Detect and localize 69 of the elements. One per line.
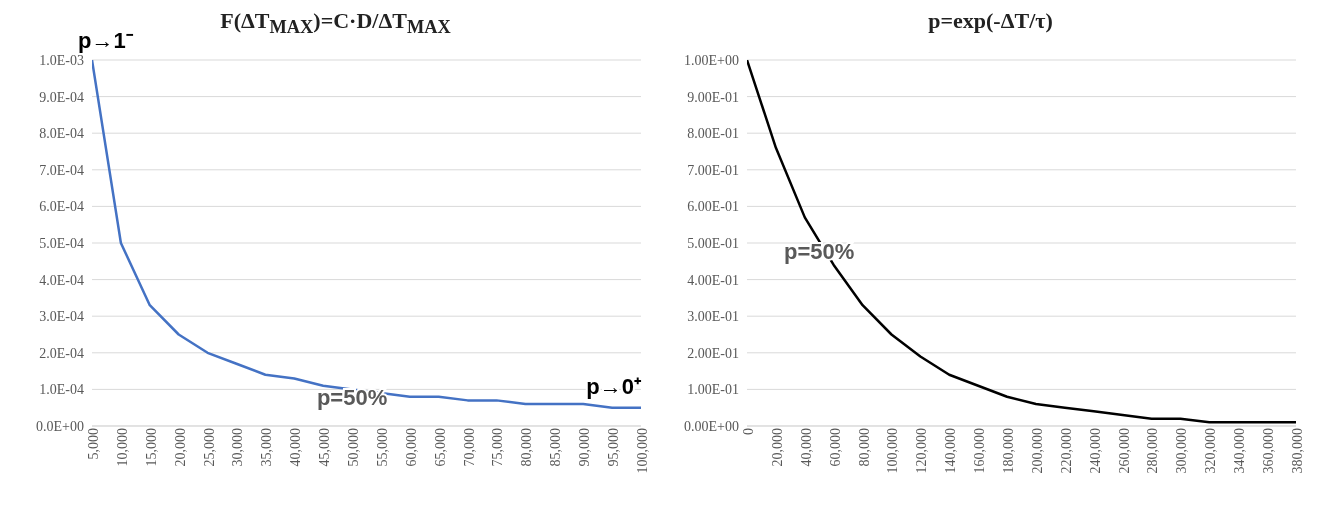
x-tick-label: 120,000 [914, 428, 930, 474]
x-tick-label: 340,000 [1232, 428, 1248, 474]
annotation: p→0⁺ [586, 373, 642, 399]
x-tick-label: 240,000 [1087, 428, 1103, 474]
x-tick-label: 380,000 [1289, 428, 1305, 474]
y-tick-label: 9.0E-04 [39, 89, 84, 105]
x-tick-label: 30,000 [230, 428, 246, 467]
x-tick-label: 85,000 [548, 428, 564, 467]
x-tick-label: 300,000 [1174, 428, 1190, 474]
y-tick-label: 8.00E-01 [687, 126, 739, 142]
y-tick-label: 2.0E-04 [39, 345, 84, 361]
x-tick-label: 70,000 [461, 428, 477, 467]
x-tick-label: 90,000 [577, 428, 593, 467]
y-tick-label: 1.00E+00 [684, 52, 739, 68]
x-tick-label: 60,000 [403, 428, 419, 467]
x-tick-label: 75,000 [490, 428, 506, 467]
y-tick-label: 3.0E-04 [39, 309, 84, 325]
x-tick-label: 40,000 [798, 428, 814, 467]
x-tick-label: 60,000 [827, 428, 843, 467]
y-tick-label: 3.00E-01 [687, 309, 739, 325]
y-tick-label: 7.00E-01 [687, 162, 739, 178]
x-tick-label: 100,000 [885, 428, 901, 474]
x-tick-label: 220,000 [1058, 428, 1074, 474]
y-tick-label: 5.00E-01 [687, 235, 739, 251]
y-tick-label: 0.00E+00 [684, 418, 739, 434]
x-tick-label: 160,000 [972, 428, 988, 474]
x-tick-label: 80,000 [856, 428, 872, 467]
line-series [92, 60, 641, 409]
x-tick-label: 5,000 [85, 428, 101, 460]
x-tick-label: 55,000 [374, 428, 390, 467]
y-tick-label: 8.0E-04 [39, 126, 84, 142]
x-tick-label: 320,000 [1203, 428, 1219, 474]
x-tick-label: 25,000 [201, 428, 217, 467]
annotation: p→1⁻ [78, 28, 134, 53]
x-tick-label: 200,000 [1029, 428, 1045, 474]
x-tick-label: 65,000 [432, 428, 448, 467]
x-tick-label: 20,000 [172, 428, 188, 467]
y-tick-label: 2.00E-01 [687, 345, 739, 361]
y-tick-label: 6.0E-04 [39, 199, 84, 215]
x-tick-label: 180,000 [1000, 428, 1016, 474]
x-tick-label: 95,000 [606, 428, 622, 467]
y-tick-label: 7.0E-04 [39, 162, 84, 178]
chart-title: p=exp(-ΔT/τ) [927, 8, 1054, 33]
x-tick-label: 45,000 [317, 428, 333, 467]
x-tick-label: 100,000 [634, 428, 650, 474]
y-tick-label: 1.0E-04 [39, 382, 84, 398]
y-tick-label: 5.0E-04 [39, 235, 84, 251]
chart-title: F(ΔT$_{MAX}$)=C·D/ΔT$_{MAX}$ [220, 8, 451, 38]
y-tick-label: 0.0E+00 [36, 418, 84, 434]
y-tick-label: 1.00E-01 [687, 382, 739, 398]
x-tick-label: 35,000 [259, 428, 275, 467]
x-tick-label: 50,000 [345, 428, 361, 467]
x-tick-label: 280,000 [1145, 428, 1161, 474]
y-tick-label: 9.00E-01 [687, 89, 739, 105]
y-tick-label: 4.00E-01 [687, 272, 739, 288]
annotation: p=50% [316, 385, 388, 411]
y-tick-label: 4.0E-04 [39, 272, 84, 288]
x-tick-label: 40,000 [288, 428, 304, 467]
x-tick-label: 140,000 [943, 428, 959, 474]
x-tick-label: 10,000 [114, 428, 130, 467]
x-tick-label: 360,000 [1261, 428, 1277, 474]
x-tick-label: 20,000 [769, 428, 785, 467]
x-tick-label: 260,000 [1116, 428, 1132, 474]
line-series [747, 60, 1296, 424]
y-tick-label: 1.0E-03 [39, 52, 84, 68]
x-tick-label: 15,000 [143, 428, 159, 467]
x-tick-label: 0 [740, 428, 756, 435]
y-tick-label: 6.00E-01 [687, 199, 739, 215]
x-tick-label: 80,000 [519, 428, 535, 467]
